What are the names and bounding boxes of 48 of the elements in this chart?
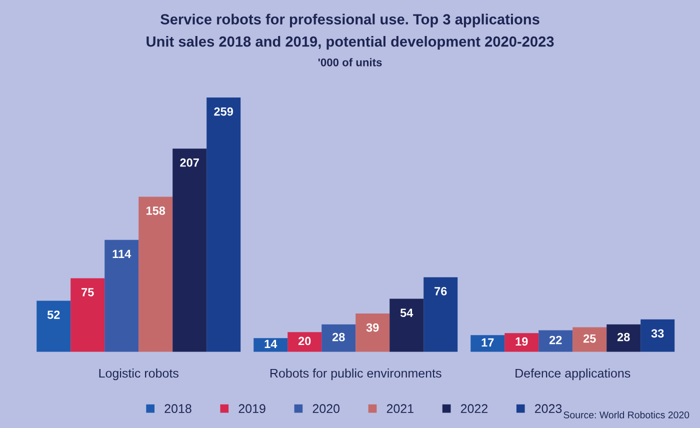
data-label: 114 [112,250,132,258]
bar [206,98,241,352]
legend-label: 2019 [238,404,266,414]
data-label: 75 [82,288,94,296]
bar [606,324,641,352]
data-label: 39 [366,323,379,332]
legend-label: 2023 [534,404,562,414]
bar [572,327,607,352]
chart-title: Service robots for professional use. Top 3 applications [160,14,540,28]
x-tick-label: Robots for public environments [270,368,442,380]
data-label: 33 [651,329,664,338]
bar [138,196,173,352]
y-axis-title: '000 of units [318,58,382,66]
data-label: 14 [264,340,278,348]
legend-label: 2020 [312,404,340,414]
bar [640,319,675,352]
data-label: 19 [516,337,528,346]
bar [104,240,139,352]
data-label: 25 [583,334,596,343]
x-tick-label: Logistic robots [99,368,178,380]
data-label: 20 [298,336,311,346]
data-label: 158 [146,206,166,215]
data-label: 76 [434,287,447,296]
bar [504,333,539,352]
legend-label: 2021 [386,404,414,414]
source-note: Source: World Robotics 2020 [564,411,690,418]
bar [356,314,390,352]
data-label: 17 [482,338,494,347]
data-label: 28 [332,332,345,342]
bar [70,278,105,352]
bar [538,330,573,352]
data-label: 52 [47,310,60,319]
x-tick-label: Defence applications [516,368,630,380]
legend-label: 2018 [164,404,192,414]
data-label: 207 [180,158,199,167]
bar [470,335,505,352]
data-label: 259 [214,107,234,116]
chart-subtitle: Unit sales 2018 and 2019, potential development 2020-2023 [146,36,554,50]
bar [424,277,458,352]
data-label: 28 [617,332,630,342]
data-label: 54 [400,308,414,317]
bar [322,324,356,352]
data-label: 22 [549,336,562,344]
bar [288,332,322,352]
legend-label: 2022 [460,404,488,414]
bar [172,148,207,352]
bar [36,300,71,352]
bar [390,298,424,352]
